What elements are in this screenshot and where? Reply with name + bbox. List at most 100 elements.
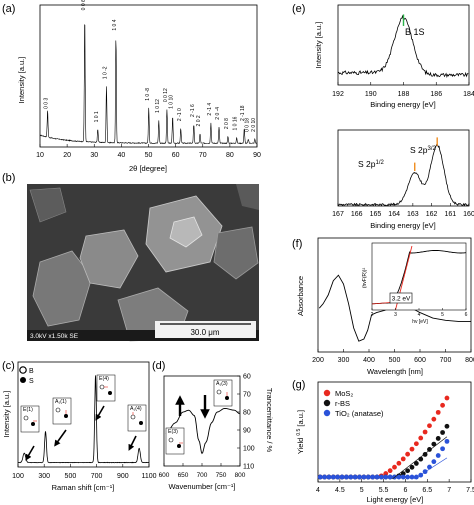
xrd-pattern-line [39, 24, 258, 145]
uv-inset-x-tick-label-2: 4 [418, 312, 421, 318]
yield-point-2-10 [361, 474, 367, 480]
uv-layer: 200 300 400 500 600 700 800 [312, 274, 474, 364]
xrd-x-tick-label-3: 40 [117, 152, 125, 159]
yield-x-tick-label-0: 4 [316, 487, 320, 494]
xps-b-x-tick-label-3: 186 [430, 91, 442, 98]
ir-mode-label-a1-3: A₁(3) [216, 381, 228, 387]
raman-mode-e1: E(1) [20, 405, 40, 433]
xrd-peak-label-4: 1 0 4 [112, 19, 118, 30]
yield-point-2-7 [348, 474, 354, 480]
yield-point-2-16 [387, 474, 393, 480]
yield-point-2-1 [322, 474, 327, 480]
yield-point-0-25 [427, 423, 432, 429]
yield-point-2-28 [440, 446, 445, 452]
uv-x-axis-label: Wavelength [nm] [367, 367, 423, 376]
yield-legend: MoS₂ r-BS TiO₂ (anatase) [323, 389, 384, 418]
yield-point-0-15 [383, 471, 389, 476]
yield-point-0-17 [392, 464, 397, 470]
yield-point-2-6 [344, 474, 349, 480]
yield-point-0-18 [396, 460, 402, 466]
yield-point-0-28 [440, 402, 445, 408]
ir-mode-insets: A₁(3) E(3) [165, 379, 233, 455]
sem-info-text: 3.0kV x1.50k SE [30, 333, 79, 340]
panel-e: (e) 192 190 188 186 184 B 1S Binding energy … [292, 3, 474, 230]
yield-point-1-26 [431, 441, 437, 447]
raman-legend: B S [19, 366, 34, 385]
xrd-x-tick-label-1: 20 [63, 152, 71, 159]
xrd-peak-label-1: 0 0 6 [81, 0, 87, 10]
ir-y-tick-label-3: 90 [243, 428, 251, 435]
xps-s-plot-frame [337, 129, 470, 207]
panel-label-b: (b) [2, 172, 15, 184]
panel-label-a: (a) [2, 3, 15, 15]
uv-x-tick-label-2: 400 [363, 357, 375, 364]
ir-x-tick-label-2: 700 [197, 472, 208, 479]
yield-point-1-20 [405, 468, 411, 474]
yield-point-0-19 [400, 456, 406, 462]
legend-label-s: S [29, 378, 34, 385]
panel-b: (b) 3.0kV x1.50k SE 30.0 μm [2, 172, 259, 342]
xrd-x-axis-label: 2θ [degree] [129, 164, 167, 173]
ir-x-tick-label-3: 750 [216, 472, 227, 479]
yield-point-2-27 [435, 453, 441, 458]
yield-point-1-29 [444, 423, 450, 429]
uv-x-tick-label-0: 200 [312, 357, 324, 364]
xps-s-x-tick-label-6: 161 [444, 211, 456, 218]
panel-c: (c) 100 300 500 700 900 1100 Raman shift [cm⁻… [2, 360, 157, 492]
ir-layer: 600 650 700 750 800 60 70 80 90 100 110 [159, 374, 255, 480]
ir-y-tick-label-1: 70 [243, 392, 251, 399]
panel-label-c: (c) [2, 360, 15, 372]
ir-x-axis-label: Wavenumber [cm⁻¹] [168, 482, 235, 491]
xps-b-annotation: B 1S [405, 27, 425, 37]
legend-label-tio2: TiO₂ (anatase) [335, 409, 384, 418]
ir-y-tick-label-5: 110 [243, 464, 254, 471]
yield-point-1-28 [440, 430, 445, 435]
sem-image [27, 184, 259, 342]
yield-fit-line-2 [413, 457, 448, 480]
xrd-peak-label-11: 2 0 2 [196, 115, 202, 126]
xps-s-x-tick-label-7: 160 [463, 211, 474, 218]
xrd-peak-label-17: 0 0 18 [244, 118, 250, 132]
xrd-x-tick-label-8: 90 [253, 152, 261, 159]
yield-point-0-26 [431, 416, 437, 422]
uv-x-tick-label-1: 300 [338, 357, 350, 364]
yield-x-tick-label-1: 4.5 [335, 487, 345, 494]
yield-point-0-24 [422, 429, 428, 435]
raman-x-tick-label-0: 100 [12, 473, 24, 480]
yield-plot-frame [317, 381, 472, 483]
yield-x-tick-label-5: 6.5 [422, 487, 432, 494]
xrd-peak-label-6: 1 0 12 [155, 99, 161, 113]
yield-point-1-19 [400, 471, 406, 477]
xrd-x-tick-label-5: 60 [172, 152, 180, 159]
xrd-peak-label-18: 2 0 10 [251, 118, 257, 132]
ir-y-axis-label: Trancemittance / % [265, 388, 274, 453]
yield-point-2-14 [378, 474, 384, 480]
xrd-peak-label-5: 1 0 -8 [145, 88, 151, 101]
raman-x-tick-label-4: 900 [117, 473, 129, 480]
uv-spectrum-line [318, 274, 471, 342]
yield-point-2-9 [357, 474, 362, 480]
raman-mode-e4: E(4) [96, 374, 116, 402]
yield-x-tick-label-7: 7.5 [466, 487, 474, 494]
yield-point-1-24 [422, 452, 428, 457]
yield-point-0-23 [418, 435, 424, 441]
panel-label-e: (e) [292, 3, 305, 15]
yield-point-2-18 [396, 474, 402, 480]
yield-point-2-11 [365, 474, 371, 480]
xps-b-x-tick-label-1: 190 [365, 91, 377, 98]
xrd-peak-label-3: 1 0 -2 [102, 66, 108, 79]
raman-x-tick-label-1: 300 [38, 473, 50, 480]
xrd-x-tick-label-6: 70 [199, 152, 207, 159]
xrd-peak-label-10: 2 -1 6 [190, 104, 196, 117]
xrd-y-axis-label: Intensity [a.u.] [17, 57, 26, 104]
yield-point-2-2 [326, 474, 332, 480]
xps-s-annotation-2p32: S 2p3/2 [410, 145, 437, 155]
yield-point-2-26 [431, 459, 437, 465]
yield-point-1-22 [413, 461, 419, 466]
ir-spectrum-line [165, 407, 241, 455]
xps-s-spectrum-line [337, 143, 470, 207]
xps-s-x-tick-label-3: 164 [388, 211, 400, 218]
xrd-peak-label-13: 2 0 -4 [215, 107, 221, 120]
xps-b-y-axis-label: Intensity [a.u.] [314, 22, 323, 69]
